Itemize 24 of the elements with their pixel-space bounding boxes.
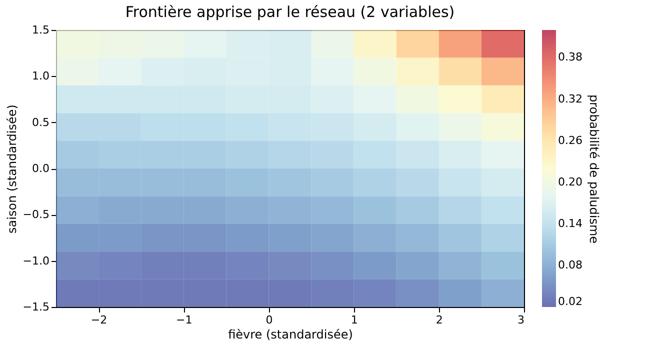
x-tick-label: 0	[266, 314, 273, 326]
color-bar-label: 0.26	[558, 134, 582, 147]
color-bar-title: probabilité de paludisme	[587, 94, 601, 244]
color-bar-label: 0.38	[558, 50, 582, 64]
x-tick-label: −1	[176, 314, 192, 326]
color-bar-label: 0.08	[558, 258, 582, 272]
y-tick-label: −0.5	[22, 208, 50, 222]
color-bar-label: 0.02	[558, 295, 582, 308]
y-axis-title: saison (standardisée)	[4, 104, 19, 234]
y-tick-label: 1.0	[32, 70, 50, 83]
x-tick-label: −2	[90, 314, 108, 326]
x-tick-label: 1	[350, 314, 358, 326]
color-bar-label: 0.20	[558, 175, 582, 188]
y-tick-label: 1.5	[32, 24, 50, 36]
color-bar-label: 0.14	[558, 216, 582, 230]
x-axis-title: fièvre (standardisée)	[228, 328, 353, 342]
y-tick-label: −1.0	[22, 254, 50, 268]
x-tick-label: 2	[436, 314, 443, 326]
y-tick-label: 0.5	[32, 116, 50, 129]
color-bar-label: 0.32	[558, 92, 582, 106]
y-tick-label: −1.5	[22, 300, 50, 314]
y-tick-label: 0.0	[32, 162, 50, 175]
chart-title: Frontière apprise par le réseau (2 variables)	[125, 3, 455, 21]
x-tick-label: 3	[518, 314, 524, 326]
